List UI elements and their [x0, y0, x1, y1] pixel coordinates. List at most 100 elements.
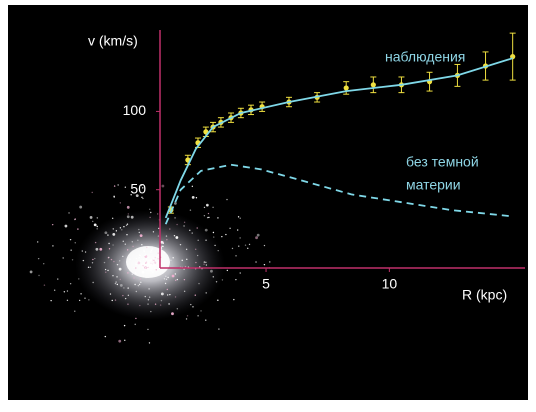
star: [207, 212, 210, 215]
star: [147, 303, 149, 305]
star: [144, 253, 147, 256]
star: [248, 243, 251, 246]
star: [189, 229, 191, 232]
star: [119, 278, 121, 281]
star: [148, 342, 151, 344]
star: [95, 247, 99, 251]
star: [163, 278, 166, 280]
star: [226, 198, 228, 201]
star: [135, 257, 138, 260]
star: [157, 258, 159, 261]
star: [191, 185, 194, 188]
star: [255, 236, 258, 240]
star: [135, 290, 137, 293]
star: [196, 227, 198, 229]
star: [70, 249, 72, 251]
star: [116, 283, 119, 286]
star: [184, 265, 187, 268]
star: [174, 279, 177, 282]
star: [92, 220, 94, 223]
star: [112, 228, 114, 230]
star: [186, 315, 189, 317]
star: [124, 186, 127, 188]
star: [160, 292, 164, 296]
star: [93, 223, 97, 227]
annotation: наблюдения: [385, 49, 465, 65]
star: [141, 265, 144, 267]
star: [176, 278, 179, 281]
star: [147, 247, 149, 249]
star: [89, 216, 93, 219]
star: [94, 257, 96, 260]
star: [156, 213, 159, 215]
star: [145, 258, 148, 260]
star: [127, 272, 129, 274]
star: [131, 273, 134, 276]
annotation: без темной: [406, 154, 479, 170]
star: [237, 216, 240, 218]
star: [88, 299, 90, 301]
star: [185, 318, 188, 320]
star: [183, 268, 185, 270]
star: [139, 278, 142, 280]
star: [194, 248, 197, 250]
star: [203, 261, 206, 263]
star: [53, 289, 56, 291]
star: [170, 259, 172, 262]
star: [205, 203, 209, 207]
star: [166, 239, 168, 241]
star: [126, 215, 130, 219]
star: [185, 248, 188, 251]
star: [149, 251, 152, 253]
star: [43, 284, 46, 286]
star: [115, 281, 117, 283]
star: [155, 269, 157, 271]
star: [151, 260, 154, 264]
star: [134, 323, 136, 326]
star: [77, 228, 79, 230]
star: [114, 299, 117, 301]
star: [134, 272, 137, 274]
star: [194, 294, 196, 296]
star: [126, 263, 129, 265]
star: [221, 279, 224, 281]
star: [208, 216, 210, 219]
star: [105, 271, 107, 273]
star: [124, 297, 127, 300]
star: [134, 283, 136, 286]
star: [130, 215, 134, 219]
star: [92, 258, 94, 261]
star: [144, 267, 147, 269]
star: [239, 217, 241, 219]
star: [205, 264, 208, 266]
star: [141, 270, 145, 274]
star: [74, 242, 76, 244]
star: [164, 282, 167, 285]
star: [138, 231, 141, 234]
star: [104, 268, 107, 271]
star: [171, 274, 175, 278]
star: [175, 236, 179, 239]
data-point: [343, 85, 349, 91]
star: [147, 260, 149, 263]
star: [195, 197, 198, 199]
star: [68, 212, 70, 214]
star: [62, 257, 64, 259]
star: [108, 248, 111, 250]
star: [157, 252, 159, 254]
star: [136, 261, 138, 263]
star: [82, 259, 85, 262]
star: [160, 263, 163, 265]
star: [159, 304, 162, 306]
star: [216, 299, 219, 301]
star: [91, 262, 94, 264]
star: [200, 310, 202, 312]
star: [138, 254, 141, 256]
star: [115, 230, 118, 232]
star: [145, 257, 148, 260]
star: [69, 283, 72, 285]
star: [174, 296, 177, 298]
star: [229, 227, 231, 230]
star: [176, 223, 178, 226]
star: [123, 287, 125, 289]
